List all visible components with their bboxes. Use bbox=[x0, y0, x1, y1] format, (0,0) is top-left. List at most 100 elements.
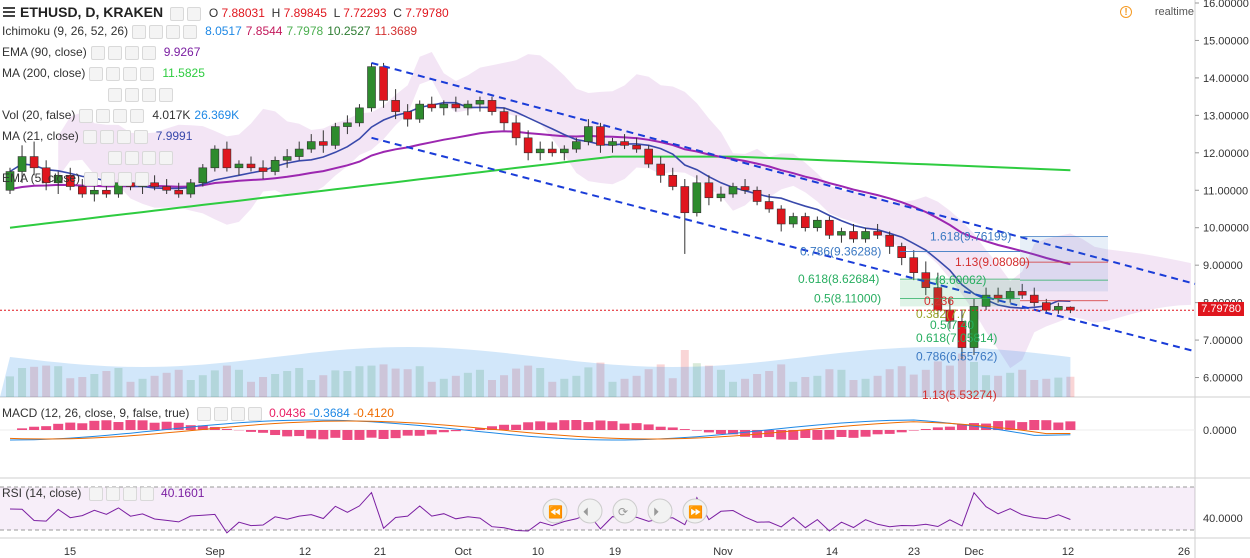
volume-bar bbox=[415, 366, 424, 397]
indicator-row[interactable]: Ichimoku (9, 26, 52, 26) 8.0517 7.8544 7.79… bbox=[2, 24, 417, 39]
indicator-label[interactable]: EMA (90, close) bbox=[2, 45, 87, 59]
volume-bar bbox=[1054, 377, 1063, 397]
macd-histogram-bar bbox=[65, 422, 76, 430]
indicator-buttons[interactable] bbox=[79, 108, 145, 123]
indicator-value: 11.5825 bbox=[162, 66, 205, 80]
macd-histogram-bar bbox=[993, 421, 1004, 430]
indicator-row[interactable] bbox=[2, 87, 177, 102]
indicator-buttons[interactable] bbox=[132, 24, 198, 39]
macd-label[interactable]: MACD (12, 26, close, 9, false, true) bbox=[2, 406, 190, 420]
candle-body bbox=[788, 216, 798, 225]
macd-histogram-bar bbox=[185, 425, 196, 430]
volume-bar bbox=[66, 378, 75, 397]
indicator-label[interactable]: Ichimoku (9, 26, 52, 26) bbox=[2, 24, 129, 38]
price-tick-label: 13.00000 bbox=[1203, 110, 1249, 122]
volume-bar bbox=[6, 376, 14, 397]
candle-body bbox=[813, 219, 822, 229]
playback-icon: ⏩ bbox=[688, 505, 703, 519]
realtime-label[interactable]: realtime bbox=[1154, 6, 1194, 18]
volume-bar bbox=[439, 378, 448, 397]
indicator-label[interactable]: EMA (5, close) bbox=[2, 171, 81, 185]
macd-histogram-bar bbox=[800, 430, 811, 438]
macd-histogram-bar bbox=[1041, 420, 1052, 430]
macd-buttons[interactable] bbox=[196, 406, 262, 421]
candle-body bbox=[1042, 302, 1051, 311]
menu-icon[interactable] bbox=[3, 7, 15, 18]
indicator-buttons[interactable] bbox=[89, 66, 155, 81]
indicator-row[interactable]: MA (21, close) 7.9991 bbox=[2, 129, 192, 144]
volume-bar bbox=[222, 365, 231, 397]
indicator-label[interactable]: MA (21, close) bbox=[2, 129, 79, 143]
macd-histogram-bar bbox=[788, 430, 799, 440]
candle-body bbox=[873, 231, 882, 236]
indicator-row[interactable]: EMA (90, close) 9.9267 bbox=[2, 45, 200, 60]
volume-bar bbox=[933, 361, 942, 397]
indicator-label[interactable]: Vol (20, false) bbox=[2, 108, 76, 122]
indicator-value: 4.017K bbox=[152, 108, 191, 122]
indicator-buttons[interactable] bbox=[108, 87, 173, 102]
volume-bar bbox=[692, 363, 701, 397]
exclamation-circle-icon[interactable]: ! bbox=[1120, 6, 1132, 18]
candle-body bbox=[102, 189, 111, 195]
macd-histogram-bar bbox=[137, 420, 148, 430]
volume-bar bbox=[620, 378, 629, 397]
indicator-buttons[interactable] bbox=[84, 171, 150, 186]
candle-body bbox=[764, 201, 774, 210]
macd-histogram-bar bbox=[728, 430, 738, 435]
volume-bar bbox=[500, 375, 509, 397]
volume-bar bbox=[379, 364, 388, 397]
volume-bar bbox=[970, 362, 978, 397]
macd-histogram-bar bbox=[740, 430, 751, 437]
volume-bar bbox=[283, 371, 292, 397]
volume-bar bbox=[30, 366, 39, 397]
volume-bar bbox=[307, 380, 316, 397]
rsi-buttons[interactable] bbox=[88, 486, 154, 501]
candle-body bbox=[499, 111, 509, 124]
volume-bar bbox=[957, 353, 966, 397]
macd-histogram-bar bbox=[402, 430, 413, 436]
candle-body bbox=[800, 216, 810, 229]
indicator-row[interactable] bbox=[2, 150, 177, 165]
symbol-title[interactable]: ETHUSD, D, KRAKEN bbox=[20, 4, 164, 20]
indicator-label[interactable]: MA (200, close) bbox=[2, 66, 86, 80]
macd-histogram-bar bbox=[270, 430, 281, 436]
candle-body bbox=[451, 103, 461, 109]
candle-body bbox=[318, 141, 328, 146]
indicator-buttons[interactable] bbox=[90, 45, 156, 60]
macd-histogram-bar bbox=[487, 426, 497, 430]
volume-bar bbox=[1030, 380, 1039, 397]
indicator-buttons[interactable] bbox=[108, 150, 173, 165]
volume-bar bbox=[668, 378, 677, 397]
rsi-legend: RSI (14, close) 40.1601 bbox=[2, 486, 204, 501]
time-axis-label: Dec bbox=[964, 546, 984, 558]
candle-body bbox=[174, 189, 183, 195]
playback-icon: ⏵ bbox=[653, 505, 659, 519]
candle-body bbox=[198, 167, 208, 184]
macd-histogram-bar bbox=[101, 420, 112, 430]
candle-body bbox=[559, 148, 569, 154]
macd-histogram-bar bbox=[246, 430, 256, 432]
macd-histogram-bar bbox=[29, 426, 40, 430]
indicator-row[interactable]: Vol (20, false) 4.017K 26.369K bbox=[2, 108, 239, 123]
volume-bar bbox=[704, 365, 713, 397]
candle-body bbox=[728, 186, 738, 195]
volume-bar bbox=[102, 371, 111, 397]
playback-control bbox=[647, 498, 673, 524]
macd-value-1: -0.3684 bbox=[309, 406, 350, 420]
indicator-row[interactable]: MA (200, close) 11.5825 bbox=[2, 66, 205, 81]
volume-bar bbox=[982, 375, 991, 397]
header-buttons[interactable] bbox=[170, 6, 202, 21]
high-label: H bbox=[271, 6, 281, 20]
macd-histogram-bar bbox=[258, 430, 269, 433]
time-axis-label: 23 bbox=[908, 546, 920, 558]
volume-bar bbox=[427, 381, 436, 397]
indicator-buttons[interactable] bbox=[82, 129, 148, 144]
indicator-row[interactable]: EMA (5, close) bbox=[2, 171, 153, 186]
macd-histogram-bar bbox=[1029, 420, 1040, 430]
time-axis-label: Sep bbox=[205, 546, 225, 558]
rsi-label[interactable]: RSI (14, close) bbox=[2, 486, 82, 500]
macd-histogram-bar bbox=[450, 430, 461, 432]
candle-body bbox=[716, 193, 726, 199]
volume-bar bbox=[114, 368, 123, 397]
